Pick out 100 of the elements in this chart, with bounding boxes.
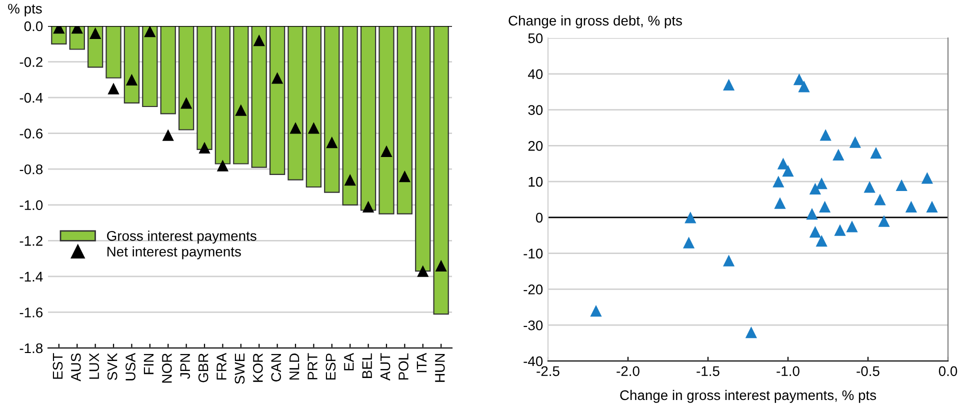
point [590,304,602,317]
point [806,208,818,220]
point [926,200,938,212]
point [271,72,284,84]
x-tick-label: EST [52,353,63,379]
point [126,74,138,86]
point [870,147,882,159]
point [144,26,156,38]
point [864,181,876,193]
point [722,254,735,266]
x-tick-label: JPN [180,354,190,379]
y-tick-label: -10 [524,248,543,259]
point [398,170,410,182]
y-tick-label: 30 [528,105,543,115]
point [235,104,247,116]
y-tick-label: 0 [536,212,543,223]
point [834,224,846,236]
x-tick-label: ITA [416,352,426,372]
y-axis-title: Change in gross debt, % pts [508,15,682,28]
point [849,136,862,148]
point [722,78,735,90]
point [417,265,429,277]
point [798,80,810,92]
x-tick-label: -1.5 [696,366,720,376]
legend-label: Gross interest payments [107,230,256,244]
point [896,179,908,191]
point [90,27,102,39]
point [816,178,828,190]
point [253,34,265,46]
y-tick-label: -1.6 [20,308,43,318]
y-tick-label: -1.8 [20,343,43,354]
x-tick-label: AUS [71,354,81,382]
point [108,82,120,94]
y-tick-label: -20 [524,284,543,294]
point [878,215,890,227]
point [832,148,844,160]
y-tick-label: 40 [528,69,543,80]
point [326,136,338,148]
point [921,172,934,184]
y-tick-label: -0.2 [20,57,42,67]
x-tick-label: EA [344,352,354,370]
y-tick-label: -0.6 [20,128,43,139]
x-tick-label: LUX [89,353,100,379]
point [180,97,192,109]
x-tick-label: BEL [362,353,372,378]
point [362,200,374,212]
x-tick-label: -1.0 [776,366,800,376]
point [818,200,831,212]
point [435,260,447,272]
x-tick-label: -2.0 [616,366,640,376]
point [380,145,392,158]
point [905,200,918,212]
point [809,226,822,238]
x-tick-label: NOR [162,354,172,383]
x-tick-label: ESP [326,354,336,380]
y-tick-label: -1.0 [20,200,43,210]
point [162,129,174,141]
x-tick-label: FRA [216,352,226,380]
point [809,182,822,195]
y-axis-title: % pts [8,4,42,16]
x-tick-label: HUN [435,354,445,382]
point [816,234,828,247]
y-tick-label: -1.4 [20,272,43,282]
x-tick-label: FIN [144,354,154,374]
x-tick-label: USA [126,352,136,380]
point [216,160,229,172]
point [772,176,784,188]
x-tick-label: -0.5 [856,366,880,376]
y-tick-label: -0.8 [20,164,43,174]
x-tick-label: AUT [380,353,390,381]
x-tick-label: SVK [107,353,118,380]
y-tick-label: 20 [528,141,543,151]
y-tick-label: 10 [528,176,543,187]
x-axis-title: Change in gross interest payments, % pts [620,390,876,403]
point [846,220,858,232]
point [874,194,886,206]
point [774,197,786,209]
y-tick-label: -1.2 [20,236,42,246]
y-tick-label: -0.4 [20,92,43,103]
y-tick-label: -30 [524,320,543,330]
legend-label: Net interest payments [107,246,241,260]
x-tick-label: CAN [271,354,282,382]
point [782,164,794,177]
x-tick-label: GBR [198,354,208,382]
x-tick-label: PRT [308,353,318,380]
point [344,174,356,186]
x-tick-label: NLD [290,354,300,380]
x-tick-label: 0.0 [938,366,958,376]
point [682,236,695,248]
x-tick-label: -2.5 [536,366,560,376]
point [684,212,696,224]
y-tick-label: -40 [524,356,543,366]
y-tick-label: 0.0 [24,21,43,32]
point [745,326,758,338]
point [290,122,302,134]
point [308,122,320,134]
x-tick-label: KOR [252,354,263,382]
x-tick-label: POL [398,353,408,380]
point [198,142,210,154]
point [820,129,832,141]
